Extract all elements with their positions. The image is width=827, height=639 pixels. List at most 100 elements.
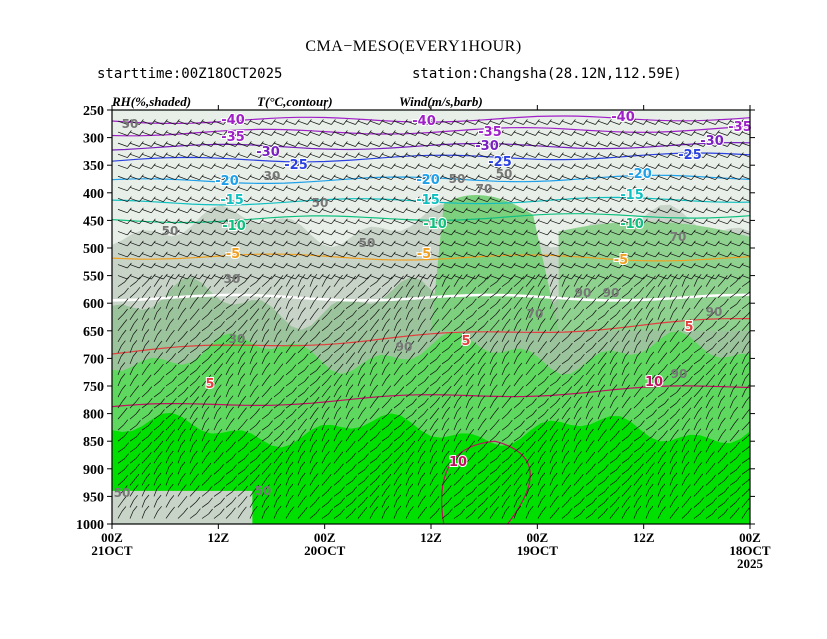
wind-barb	[321, 490, 329, 497]
wind-barb-flag	[415, 251, 420, 258]
wind-barb-flag	[379, 240, 384, 247]
wind-barb-flag	[727, 119, 732, 125]
wind-barb	[717, 411, 722, 420]
wind-barb	[681, 478, 687, 486]
wind-barb	[453, 369, 460, 376]
wind-barb	[189, 175, 200, 181]
wind-barb	[501, 164, 512, 169]
wind-barb-flag	[351, 507, 357, 514]
wind-barb-flag	[447, 385, 452, 392]
wind-barb-flag	[499, 141, 504, 147]
wind-barb-flag	[571, 174, 576, 180]
wind-barb	[741, 500, 748, 508]
wind-barb	[585, 197, 596, 203]
wind-barb-flag	[420, 285, 426, 291]
wind-barb-flag	[235, 229, 240, 236]
wind-barb	[141, 499, 146, 508]
wind-barb	[117, 412, 124, 420]
wind-barb	[189, 411, 195, 420]
wind-barb-flag	[439, 130, 444, 136]
wind-barb	[237, 142, 248, 147]
wind-barb	[561, 242, 572, 247]
wind-barb	[201, 502, 209, 508]
wind-barb	[345, 445, 352, 453]
wind-barb	[657, 445, 664, 453]
wind-barb	[165, 335, 171, 343]
wind-barb-flag	[343, 251, 348, 258]
wind-barb	[249, 367, 254, 376]
wind-barb-flag	[711, 309, 717, 315]
wind-barb	[717, 209, 728, 214]
wind-barb	[189, 380, 197, 387]
wind-barb-flag	[255, 297, 260, 304]
wind-barb-flag	[220, 309, 225, 316]
wind-barb-flag	[627, 419, 633, 426]
wind-barb	[693, 279, 698, 287]
wind-barb	[297, 392, 305, 398]
wind-barb-flag	[187, 141, 192, 147]
wind-barb	[261, 478, 267, 486]
wind-barb-flag	[343, 163, 348, 169]
wind-barb	[441, 142, 452, 147]
temperature-contour-label: -35	[728, 120, 752, 135]
wind-barb	[597, 400, 602, 409]
wind-barb-flag	[699, 385, 704, 392]
wind-barb	[597, 186, 608, 192]
wind-barb-flag	[463, 229, 468, 236]
wind-barb-flag	[247, 196, 252, 202]
wind-barb-flag	[278, 363, 284, 369]
wind-barb-flag	[340, 321, 345, 327]
wind-barb-flag	[675, 418, 680, 425]
wind-barb	[393, 280, 400, 287]
wind-barb	[501, 390, 507, 398]
wind-barb-flag	[411, 363, 416, 370]
wind-barb-flag	[331, 218, 336, 225]
wind-barb-flag	[739, 207, 744, 214]
wind-barb	[561, 131, 572, 136]
wind-barb-flag	[218, 363, 223, 369]
wind-barb	[153, 279, 159, 287]
wind-barb	[333, 347, 341, 354]
wind-barb	[441, 264, 452, 269]
wind-barb-flag	[295, 273, 300, 280]
wind-barb-flag	[516, 329, 522, 335]
wind-barb	[501, 458, 509, 464]
wind-barb	[537, 142, 548, 147]
wind-barb-flag	[554, 318, 559, 325]
rh-contour-label: 90	[706, 305, 723, 319]
rh-contour-label: 50	[122, 117, 139, 131]
wind-barb-flag	[484, 453, 489, 459]
wind-barb-flag	[127, 207, 132, 214]
wind-barb-flag	[379, 251, 384, 258]
wind-barb	[141, 446, 149, 453]
wind-barb	[201, 411, 206, 420]
wind-barb	[453, 242, 464, 247]
wind-barb-flag	[280, 409, 285, 415]
wind-barb	[633, 209, 644, 214]
wind-barb	[285, 231, 296, 236]
wind-barb	[381, 231, 392, 236]
wind-barb	[669, 323, 675, 331]
wind-barb-flag	[700, 354, 705, 360]
wind-barb-flag	[384, 351, 390, 357]
wind-barb	[537, 290, 542, 298]
wind-barb-flag	[636, 340, 642, 346]
wind-barb-flag	[420, 450, 426, 457]
wind-barb	[549, 290, 554, 298]
wind-barb	[237, 501, 244, 508]
wind-barb-flag	[696, 439, 702, 446]
wind-barb	[321, 279, 326, 287]
wind-barb	[261, 197, 272, 203]
wind-barb	[573, 175, 584, 181]
wind-barb	[189, 197, 200, 203]
wind-barb-flag	[396, 483, 402, 490]
wind-barb	[609, 264, 620, 269]
wind-barb	[669, 231, 680, 236]
wind-barb-flag	[468, 395, 474, 401]
wind-barb-flag	[564, 450, 570, 457]
wind-barb	[477, 220, 488, 225]
wind-barb	[153, 499, 158, 508]
wind-barb	[261, 345, 266, 354]
wind-barb-flag	[566, 396, 572, 403]
wind-barb	[561, 401, 568, 409]
